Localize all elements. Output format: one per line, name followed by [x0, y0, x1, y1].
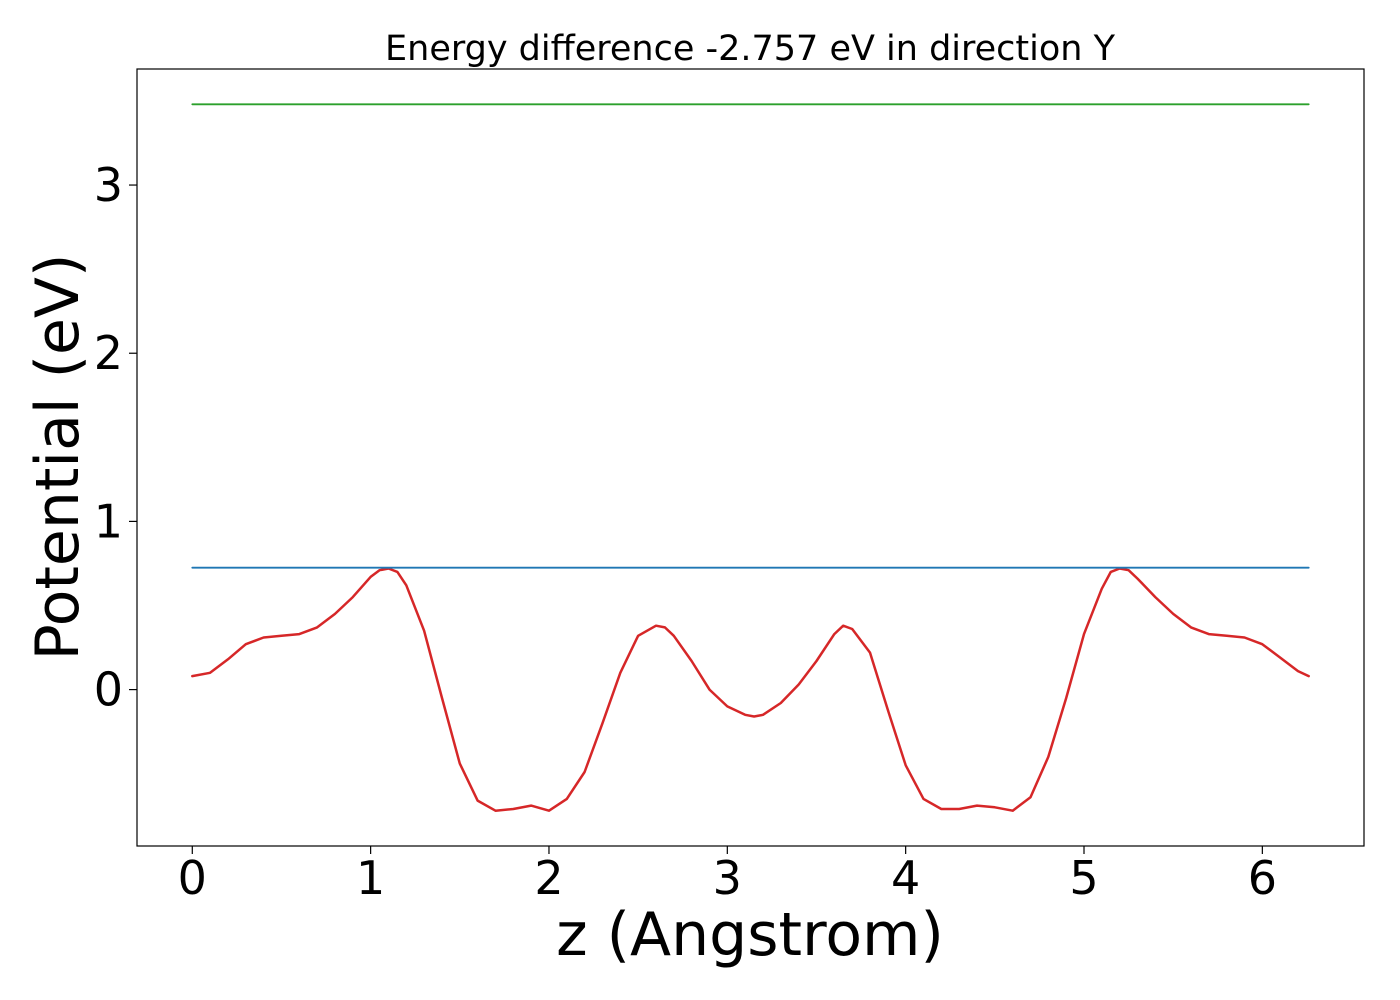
x-tick-label: 6	[1248, 851, 1277, 905]
chart-title: Energy difference -2.757 eV in direction…	[385, 29, 1116, 69]
plot-area	[136, 68, 1365, 847]
y-tick-label: 1	[94, 494, 123, 548]
x-tick-label: 4	[891, 851, 920, 905]
x-tick-label: 1	[356, 851, 385, 905]
potential-curve	[191, 567, 1310, 812]
x-axis-label: z (Angstrom)	[556, 900, 944, 970]
x-tick-label: 0	[178, 851, 207, 905]
y-axis: 0 1 2 3	[94, 158, 137, 717]
x-tick-label: 2	[534, 851, 563, 905]
y-axis-label: Potential (eV)	[23, 254, 93, 661]
x-tick-label: 5	[1069, 851, 1098, 905]
y-tick-label: 2	[94, 326, 123, 380]
y-tick-label: 3	[94, 158, 123, 212]
x-tick-label: 3	[713, 851, 742, 905]
plot-frame	[136, 68, 1365, 847]
x-axis: 0 1 2 3 4 5 6	[178, 846, 1277, 905]
y-tick-label: 0	[94, 663, 123, 717]
series-layer	[191, 103, 1310, 812]
